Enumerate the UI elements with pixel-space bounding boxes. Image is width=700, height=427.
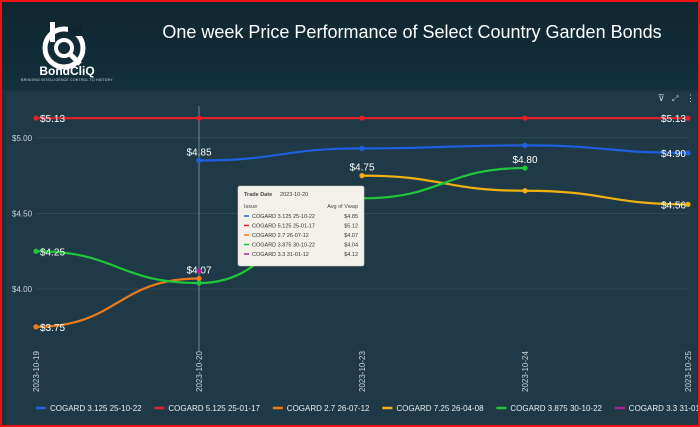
tooltip-value: $4.12 [344,252,358,258]
tooltip-issue: COGARD 2.7 26-07-12 [252,233,309,239]
data-point [685,201,691,207]
tooltip-issue: COGARD 3.125 25-10-22 [252,214,315,220]
tooltip-box [237,185,365,267]
data-point [196,157,202,164]
brand-name: BondCliQ [39,64,95,78]
data-label: $4.90 [661,149,686,160]
bondcliq-logo [42,22,86,70]
legend-item: COGARD 2.7 26-07-12 [287,404,370,413]
more-icon: ⋮ [686,93,695,103]
series-line [35,277,200,328]
data-label: $4.75 [349,163,374,174]
data-point [196,280,202,286]
data-point [33,324,39,330]
data-point [196,115,202,121]
x-tick-label: 2023-10-24 [521,351,530,392]
tooltip-date: 2023-10-20 [280,192,308,198]
series-line [198,144,689,162]
tooltip-value: $4.07 [344,233,358,239]
legend-item: COGARD 5.125 25-01-17 [168,404,260,413]
data-point [522,142,528,148]
tooltip-value: $4.85 [344,214,358,220]
chart-title: One week Price Performance of Select Cou… [162,22,662,42]
header-bar: BondCliQ BRINGING INTELLIGENCE CONTROL T… [2,2,698,90]
data-point [33,248,39,254]
x-tick-label: 2023-10-25 [684,351,693,392]
data-point [522,115,528,121]
data-label: $5.13 [40,114,65,125]
tooltip-issue: COGARD 3.875 30-10-22 [252,243,315,249]
data-label: $4.85 [186,148,211,159]
data-label: $4.25 [40,247,65,258]
data-point [522,165,528,171]
data-label: $3.75 [40,323,65,334]
data-point [196,275,202,282]
data-point [685,150,691,156]
legend-item: COGARD 3.125 25-10-22 [50,404,142,413]
tooltip-value: $5.12 [344,224,358,230]
data-point [685,115,691,121]
data-point [522,188,528,194]
x-tick-label: 2023-10-23 [358,351,367,392]
x-tick-label: 2023-10-20 [195,351,204,392]
tooltip-date-label: Trade Date [244,192,272,198]
x-tick-label: 2023-10-19 [32,351,41,392]
line-chart: ⊽ ⤢ ⋮ $4.00 $4.50 $5.00 2023-10-19 2023-10-20 20… [12,93,698,413]
y-tick-label: $4.50 [12,209,33,218]
plot-panel: ⊽ ⤢ ⋮ $4.00 $4.50 $5.00 2023-10-19 2023-10-20 20… [6,92,698,425]
data-point [359,173,365,179]
tooltip-issue: COGARD 5.125 25-01-17 [252,224,315,230]
data-point [196,268,202,274]
y-tick-label: $5.00 [12,134,33,143]
tooltip-col-value: Avg of Vwap [327,204,358,210]
y-tick-label: $4.00 [12,285,33,294]
tooltip-value: $4.04 [344,243,358,249]
data-point [359,145,365,151]
tooltip-col-issue: Issue [244,204,257,210]
data-point [33,115,39,121]
tooltip-issue: COGARD 3.3 31-01-12 [252,252,309,258]
brand-tagline: BRINGING INTELLIGENCE CONTROL TO HISTORY [21,78,113,82]
data-label: $4.56 [661,200,686,211]
legend-item: COGARD 3.875 30-10-22 [510,404,602,413]
legend-item: COGARD 7.25 26-04-08 [396,404,484,413]
data-label: $5.13 [661,114,686,125]
expand-icon: ⤢ [671,94,678,103]
filter-icon: ⊽ [658,93,665,103]
data-label: $4.80 [512,155,537,166]
legend-item: COGARD 3.3 31-01-12 [629,404,698,413]
data-point [359,115,365,121]
